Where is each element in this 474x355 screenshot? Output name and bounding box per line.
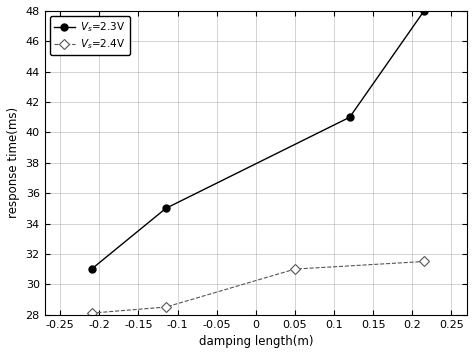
$V_s$=2.3V <box>89 267 94 271</box>
$V_s$=2.4V <box>292 267 298 271</box>
Y-axis label: response time(ms): response time(ms) <box>7 107 20 218</box>
$V_s$=2.4V <box>89 311 94 315</box>
Legend: $V_s$=2.3V, $V_s$=2.4V: $V_s$=2.3V, $V_s$=2.4V <box>50 16 129 55</box>
Line: $V_s$=2.3V: $V_s$=2.3V <box>88 7 428 273</box>
X-axis label: damping length(m): damping length(m) <box>199 335 313 348</box>
Line: $V_s$=2.4V: $V_s$=2.4V <box>88 258 428 317</box>
$V_s$=2.3V <box>347 115 353 119</box>
$V_s$=2.4V <box>421 260 427 264</box>
$V_s$=2.3V <box>163 206 169 211</box>
$V_s$=2.3V <box>421 9 427 13</box>
$V_s$=2.4V <box>163 305 169 309</box>
